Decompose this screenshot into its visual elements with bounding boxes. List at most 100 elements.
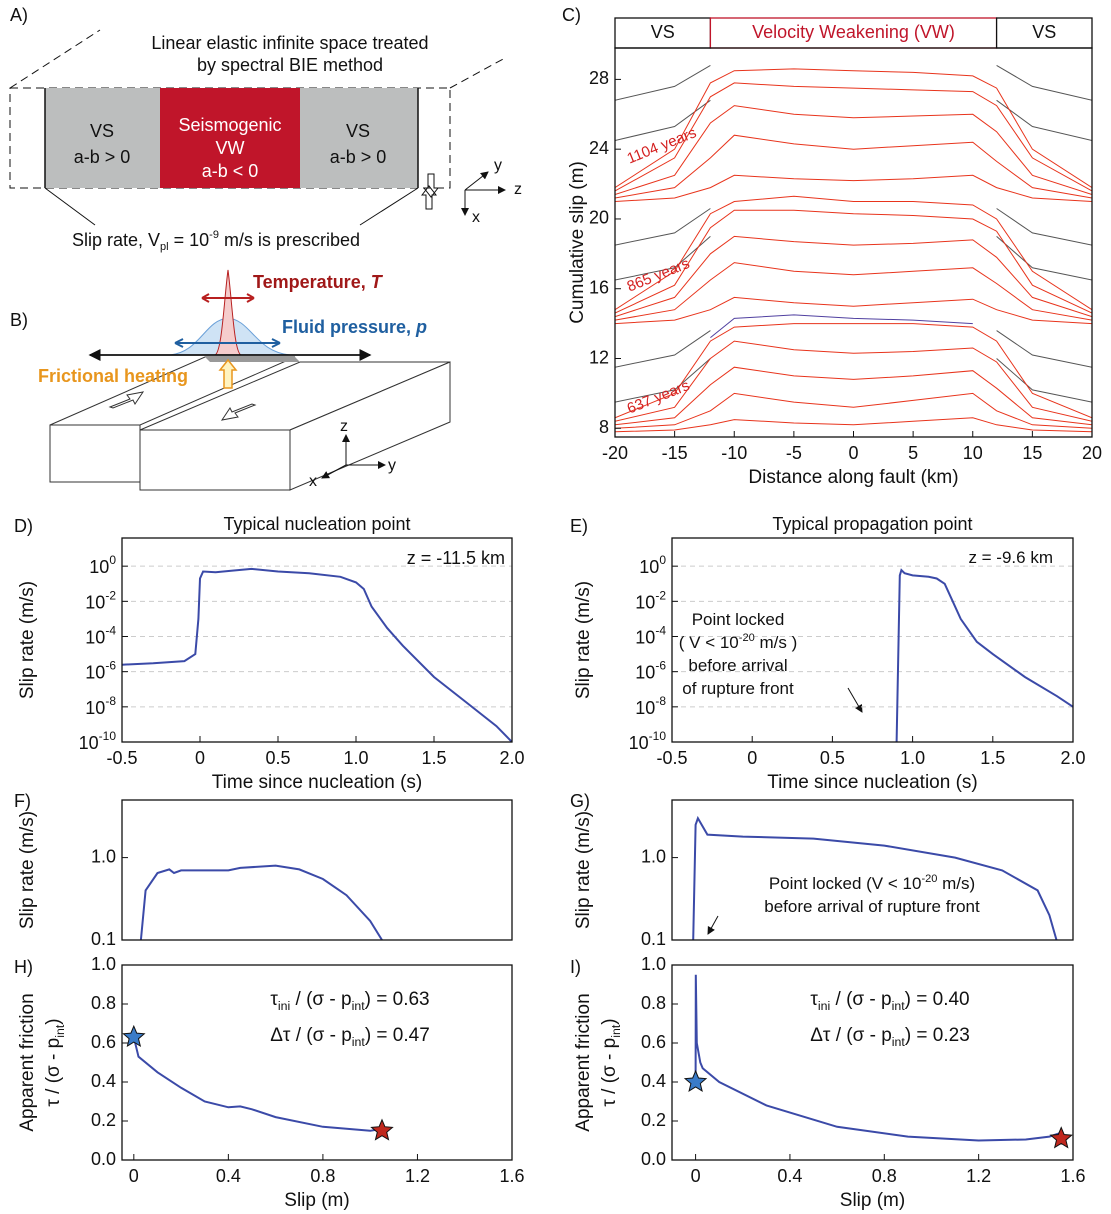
x-tick-label: -15 bbox=[662, 443, 688, 463]
block-label: a-b > 0 bbox=[330, 147, 387, 167]
text-part: of rupture front bbox=[682, 679, 794, 698]
series-line bbox=[615, 174, 1092, 202]
text-part: int bbox=[352, 1035, 366, 1049]
y-axis-label: Apparent friction bbox=[17, 993, 38, 1131]
axis-letter: x bbox=[472, 209, 480, 226]
series-line bbox=[132, 1036, 383, 1132]
series-line bbox=[615, 330, 1092, 368]
text-part: Slip rate (m/s) bbox=[573, 811, 594, 929]
y-tick-label: 0.2 bbox=[641, 1110, 666, 1130]
series-line bbox=[615, 105, 1092, 195]
x-tick-label: 1.6 bbox=[499, 1166, 524, 1186]
series-line bbox=[615, 323, 1092, 419]
x-tick-label: -5 bbox=[786, 443, 802, 463]
x-tick-label: 0 bbox=[129, 1166, 139, 1186]
panel: E) Typical propagation point -0.5 0 0.5 1.0 1.… bbox=[570, 514, 1086, 793]
y-axis-label: τ / (σ - pint) bbox=[43, 1018, 67, 1106]
text-part: 10 bbox=[629, 733, 649, 753]
y-tick-label: 10-6 bbox=[85, 659, 116, 683]
x-axis-label: Slip (m) bbox=[840, 1190, 905, 1211]
panel-letter: B) bbox=[10, 310, 28, 330]
text-part: τ / (σ - p bbox=[43, 1038, 64, 1107]
x-tick-label: -10 bbox=[721, 443, 747, 463]
x-tick-label: -0.5 bbox=[656, 748, 687, 768]
panel-letter: C) bbox=[562, 5, 581, 25]
x-tick-label: 1.0 bbox=[343, 748, 368, 768]
y-tick-label: 10-4 bbox=[85, 624, 116, 648]
text-part: ) bbox=[43, 1018, 64, 1024]
heating-label: Frictional heating bbox=[38, 366, 188, 386]
block-label: VW bbox=[216, 138, 245, 158]
text-part: ) = 0.47 bbox=[365, 1025, 430, 1046]
text-part: / (σ - p bbox=[290, 989, 351, 1010]
text-part: Δτ / (σ - p bbox=[810, 1025, 892, 1046]
axes-frame bbox=[121, 964, 513, 1161]
text-part: Apparent friction bbox=[573, 993, 594, 1131]
star-marker bbox=[370, 1118, 394, 1141]
caption: by spectral BIE method bbox=[197, 55, 383, 75]
y-tick-label: 0.1 bbox=[641, 929, 666, 949]
axes-frame bbox=[671, 537, 1074, 743]
series-line bbox=[615, 392, 1092, 429]
block-label: a-b > 0 bbox=[74, 147, 131, 167]
text-part: = 10 bbox=[169, 230, 210, 250]
annotation: τini / (σ - pint) = 0.40 bbox=[810, 989, 969, 1013]
x-tick-label: 20 bbox=[1082, 443, 1102, 463]
x-tick-label: 0.4 bbox=[777, 1166, 802, 1186]
pressure-label: Fluid pressure, p bbox=[282, 317, 427, 337]
series-line bbox=[615, 134, 1092, 199]
text-part: ) bbox=[599, 1018, 620, 1024]
x-axis-label: Time since nucleation (s) bbox=[767, 772, 977, 793]
axes-frame bbox=[614, 47, 1093, 438]
y-tick-label: 12 bbox=[589, 347, 609, 367]
y-tick-label: 24 bbox=[589, 138, 609, 158]
axis-letter: y bbox=[494, 157, 502, 174]
y-tick-label: 100 bbox=[639, 553, 666, 577]
temperature-label: Temperature, T bbox=[253, 272, 384, 292]
text-part: T bbox=[371, 272, 384, 292]
y-tick-label: 0.0 bbox=[641, 1149, 666, 1169]
fault bbox=[205, 357, 300, 362]
panel-b: B) Temperature, T Fluid pressure, p Fric… bbox=[10, 269, 451, 491]
y-tick-label: 0.4 bbox=[91, 1071, 116, 1091]
vs-block bbox=[300, 88, 418, 188]
chart-title: Typical nucleation point bbox=[223, 514, 410, 534]
axis-arrow bbox=[464, 171, 489, 191]
region-box bbox=[995, 17, 1093, 49]
text-part: Δτ / (σ - p bbox=[270, 1025, 352, 1046]
text-part: -6 bbox=[655, 659, 666, 673]
panel: C) VS Velocity Weakening (VW) VS -20 -15 -10 -5… bbox=[562, 5, 1102, 488]
text-part: 865 years bbox=[625, 255, 692, 295]
y-tick-label: 10-10 bbox=[629, 729, 667, 753]
y-axis-label: τ / (σ - pint) bbox=[599, 1018, 623, 1106]
block-label: a-b < 0 bbox=[202, 161, 259, 181]
series-line bbox=[895, 568, 1073, 742]
annotation: Δτ / (σ - pint) = 0.47 bbox=[270, 1025, 430, 1049]
panel: G) 0.1 1.0 Slip rate (m/s) Point locked (V <… bbox=[570, 791, 1074, 949]
series-line bbox=[615, 366, 1092, 426]
slip-arrows bbox=[420, 173, 440, 210]
x-axis-label: Distance along fault (km) bbox=[748, 467, 958, 488]
series-line bbox=[710, 314, 973, 338]
axes-frame bbox=[121, 799, 513, 941]
x-tick-label: 15 bbox=[1022, 443, 1042, 463]
annotation: 1104 years bbox=[625, 124, 699, 167]
text-part: 1104 years bbox=[625, 124, 699, 167]
text-part: 10 bbox=[635, 698, 655, 718]
text-part: 10 bbox=[79, 733, 99, 753]
vs-block bbox=[45, 88, 160, 188]
y-tick-label: 10-10 bbox=[79, 729, 117, 753]
slip-text: Slip rate, Vpl = 10-9 m/s is prescribed bbox=[72, 229, 360, 253]
annotation: before arrival of rupture front bbox=[764, 897, 980, 916]
annotation: Point locked (V < 10-20 m/s) bbox=[769, 873, 975, 894]
panel: I) 0 0.4 0.8 1.2 1.6 0.0 0.2 0.4 0.6 0.8 1.0 Slip (m… bbox=[570, 954, 1086, 1211]
text-part: Slip rate (m/s) bbox=[17, 811, 38, 929]
y-tick-label: 1.0 bbox=[91, 846, 116, 866]
block-label: VS bbox=[90, 121, 114, 141]
text-part: z = -9.6 km bbox=[968, 548, 1053, 567]
block bbox=[49, 424, 141, 483]
text-part: Point locked (V < 10 bbox=[769, 874, 922, 893]
slip-arrow bbox=[220, 403, 257, 421]
annotation: z = -11.5 km bbox=[407, 548, 505, 568]
